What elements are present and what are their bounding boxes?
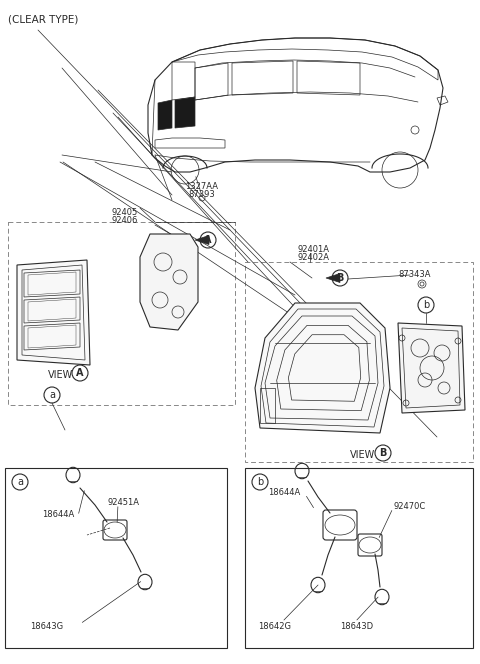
Text: 92405: 92405 — [112, 208, 138, 217]
Polygon shape — [255, 303, 390, 433]
Polygon shape — [140, 234, 198, 330]
Text: 92470C: 92470C — [393, 502, 425, 511]
Text: 18644A: 18644A — [268, 488, 300, 497]
Polygon shape — [175, 97, 195, 128]
Text: a: a — [49, 390, 55, 400]
Text: 18643G: 18643G — [30, 622, 63, 631]
Polygon shape — [17, 260, 90, 365]
Text: 1327AA: 1327AA — [185, 182, 218, 191]
Text: 87343A: 87343A — [398, 270, 431, 279]
Bar — [5, 468, 227, 648]
Text: A: A — [204, 235, 212, 245]
Text: b: b — [257, 477, 263, 487]
Polygon shape — [195, 236, 209, 244]
Text: a: a — [17, 477, 23, 487]
Text: A: A — [76, 368, 84, 378]
Polygon shape — [158, 100, 172, 130]
Text: 92402A: 92402A — [298, 253, 330, 262]
Text: (CLEAR TYPE): (CLEAR TYPE) — [8, 14, 78, 24]
Text: b: b — [423, 300, 429, 310]
Polygon shape — [398, 323, 465, 413]
Text: B: B — [336, 273, 344, 283]
Text: 18642G: 18642G — [258, 622, 291, 631]
Bar — [245, 262, 473, 462]
Text: 18644A: 18644A — [42, 510, 74, 519]
Bar — [8, 222, 235, 405]
Text: VIEW: VIEW — [350, 450, 375, 460]
Text: B: B — [379, 448, 387, 458]
Text: 92401A: 92401A — [298, 245, 330, 254]
Text: VIEW: VIEW — [48, 370, 73, 380]
Polygon shape — [326, 274, 340, 282]
Bar — [245, 468, 473, 648]
Text: 92406: 92406 — [112, 216, 138, 225]
Text: 92451A: 92451A — [108, 498, 140, 507]
Text: 18643D: 18643D — [340, 622, 373, 631]
Text: 87393: 87393 — [189, 190, 216, 199]
